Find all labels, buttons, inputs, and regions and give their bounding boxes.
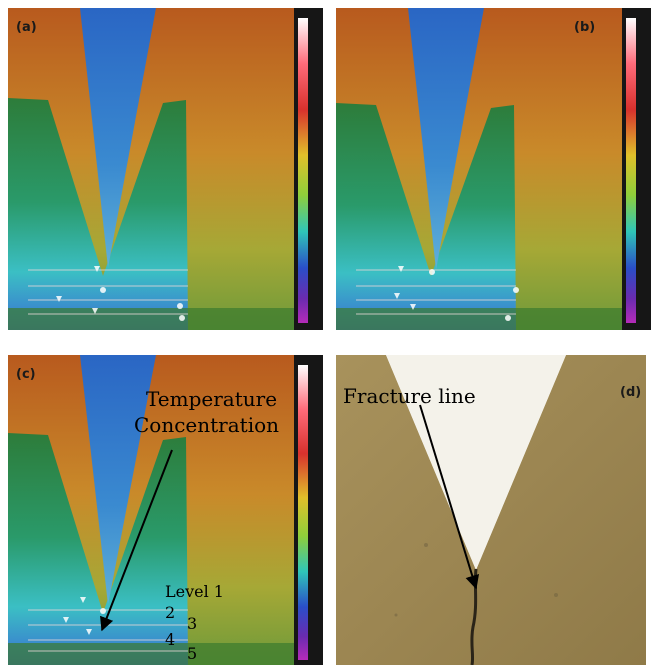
panel-label-c: (c) [16,367,36,382]
level-4-label: 4 [165,630,176,649]
annotation-fracture-line: Fracture line [343,384,476,408]
probe-markers [56,266,185,321]
temperature-arrow [100,449,173,632]
measurement-lines [28,269,188,315]
annotation-temperature: Temperature [146,387,278,411]
photo-panel-d: (d) [336,355,646,665]
thermal-panel-c: (c) [8,355,323,665]
panel-label-d: (d) [620,385,642,400]
panel-label-b: (b) [574,20,596,35]
level-2-label: 2 [165,603,176,622]
panel-label-a: (a) [16,20,37,35]
thermal-panel-b: (b) [336,8,651,330]
level-3-label: 3 [187,614,198,633]
level-5-label: 5 [187,644,198,663]
annotation-concentration: Concentration [134,413,280,437]
thermal-panel-a: (a) [8,8,323,330]
fracture-arrow [419,404,480,590]
level-1-label: Level 1 [165,582,224,601]
colorbar [298,18,308,323]
